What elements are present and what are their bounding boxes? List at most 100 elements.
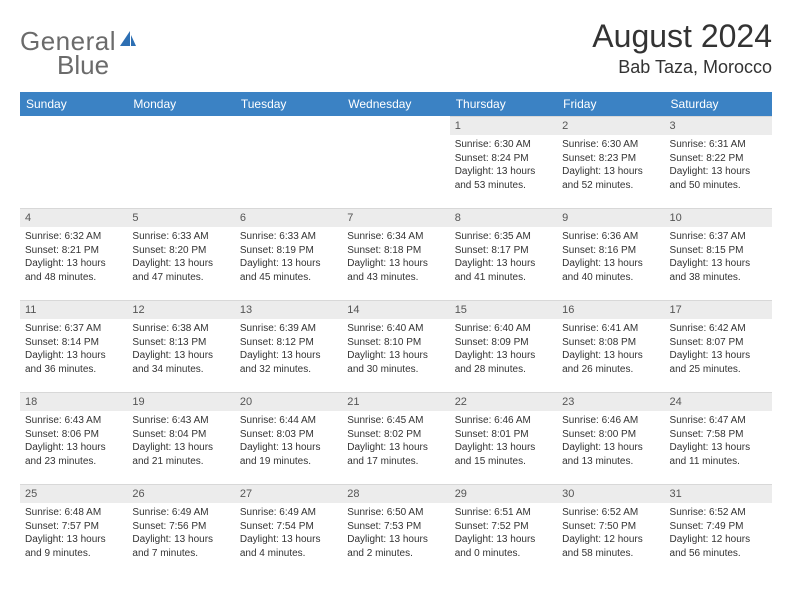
calendar-cell: 21Sunrise: 6:45 AMSunset: 8:02 PMDayligh…	[342, 392, 449, 484]
day-number: 8	[450, 208, 557, 227]
calendar-cell: 31Sunrise: 6:52 AMSunset: 7:49 PMDayligh…	[665, 484, 772, 576]
calendar-cell: 17Sunrise: 6:42 AMSunset: 8:07 PMDayligh…	[665, 300, 772, 392]
day-number: 28	[342, 484, 449, 503]
calendar-cell: 28Sunrise: 6:50 AMSunset: 7:53 PMDayligh…	[342, 484, 449, 576]
calendar-cell: 26Sunrise: 6:49 AMSunset: 7:56 PMDayligh…	[127, 484, 234, 576]
sunrise-text: Sunrise: 6:49 AM	[132, 506, 229, 520]
sunset-text: Sunset: 7:52 PM	[455, 520, 552, 534]
calendar-cell	[20, 116, 127, 208]
day-content: Sunrise: 6:46 AMSunset: 8:00 PMDaylight:…	[557, 411, 664, 473]
day-content: Sunrise: 6:50 AMSunset: 7:53 PMDaylight:…	[342, 503, 449, 565]
day-content: Sunrise: 6:40 AMSunset: 8:09 PMDaylight:…	[450, 319, 557, 381]
day-number: 18	[20, 392, 127, 411]
calendar-cell: 1Sunrise: 6:30 AMSunset: 8:24 PMDaylight…	[450, 116, 557, 208]
day-number: 15	[450, 300, 557, 319]
day-content: Sunrise: 6:44 AMSunset: 8:03 PMDaylight:…	[235, 411, 342, 473]
sunset-text: Sunset: 8:22 PM	[670, 152, 767, 166]
sunset-text: Sunset: 7:50 PM	[562, 520, 659, 534]
day-content: Sunrise: 6:43 AMSunset: 8:04 PMDaylight:…	[127, 411, 234, 473]
day-content: Sunrise: 6:38 AMSunset: 8:13 PMDaylight:…	[127, 319, 234, 381]
day-number: 5	[127, 208, 234, 227]
calendar-cell: 10Sunrise: 6:37 AMSunset: 8:15 PMDayligh…	[665, 208, 772, 300]
sunset-text: Sunset: 8:12 PM	[240, 336, 337, 350]
sunrise-text: Sunrise: 6:49 AM	[240, 506, 337, 520]
day-number: 7	[342, 208, 449, 227]
sunset-text: Sunset: 8:04 PM	[132, 428, 229, 442]
day-number: 2	[557, 116, 664, 135]
sunset-text: Sunset: 8:18 PM	[347, 244, 444, 258]
daylight-text: Daylight: 13 hours and 38 minutes.	[670, 257, 767, 284]
sunrise-text: Sunrise: 6:32 AM	[25, 230, 122, 244]
day-content: Sunrise: 6:52 AMSunset: 7:50 PMDaylight:…	[557, 503, 664, 565]
sunrise-text: Sunrise: 6:52 AM	[670, 506, 767, 520]
calendar-cell: 27Sunrise: 6:49 AMSunset: 7:54 PMDayligh…	[235, 484, 342, 576]
sunset-text: Sunset: 8:23 PM	[562, 152, 659, 166]
day-content: Sunrise: 6:36 AMSunset: 8:16 PMDaylight:…	[557, 227, 664, 289]
calendar-cell: 24Sunrise: 6:47 AMSunset: 7:58 PMDayligh…	[665, 392, 772, 484]
sunrise-text: Sunrise: 6:30 AM	[455, 138, 552, 152]
day-content: Sunrise: 6:40 AMSunset: 8:10 PMDaylight:…	[342, 319, 449, 381]
sunrise-text: Sunrise: 6:50 AM	[347, 506, 444, 520]
calendar-week: 18Sunrise: 6:43 AMSunset: 8:06 PMDayligh…	[20, 392, 772, 484]
sunrise-text: Sunrise: 6:40 AM	[347, 322, 444, 336]
day-content: Sunrise: 6:30 AMSunset: 8:24 PMDaylight:…	[450, 135, 557, 197]
sunset-text: Sunset: 7:53 PM	[347, 520, 444, 534]
day-number: 16	[557, 300, 664, 319]
calendar-cell: 16 Sunrise: 6:41 AMSunset: 8:08 PMDayligh…	[557, 300, 664, 392]
daylight-text: Daylight: 13 hours and 21 minutes.	[132, 441, 229, 468]
calendar-cell: 13Sunrise: 6:39 AMSunset: 8:12 PMDayligh…	[235, 300, 342, 392]
daylight-text: Daylight: 13 hours and 34 minutes.	[132, 349, 229, 376]
calendar-cell: 5Sunrise: 6:33 AMSunset: 8:20 PMDaylight…	[127, 208, 234, 300]
daylight-text: Daylight: 12 hours and 58 minutes.	[562, 533, 659, 560]
sunrise-text: Sunrise: 6:33 AM	[132, 230, 229, 244]
sunrise-text: Sunrise: 6:47 AM	[670, 414, 767, 428]
day-number: 21	[342, 392, 449, 411]
calendar-cell: 23Sunrise: 6:46 AMSunset: 8:00 PMDayligh…	[557, 392, 664, 484]
calendar-week: 25Sunrise: 6:48 AMSunset: 7:57 PMDayligh…	[20, 484, 772, 576]
day-content: Sunrise: 6:32 AMSunset: 8:21 PMDaylight:…	[20, 227, 127, 289]
sunrise-text: Sunrise: 6:34 AM	[347, 230, 444, 244]
sunset-text: Sunset: 8:08 PM	[562, 336, 659, 350]
sunset-text: Sunset: 8:13 PM	[132, 336, 229, 350]
sunset-text: Sunset: 8:00 PM	[562, 428, 659, 442]
sunset-text: Sunset: 8:15 PM	[670, 244, 767, 258]
sunrise-text: Sunrise: 6:39 AM	[240, 322, 337, 336]
sunrise-text: Sunrise: 6:51 AM	[455, 506, 552, 520]
calendar-cell: 4Sunrise: 6:32 AMSunset: 8:21 PMDaylight…	[20, 208, 127, 300]
daylight-text: Daylight: 13 hours and 40 minutes.	[562, 257, 659, 284]
daylight-text: Daylight: 13 hours and 43 minutes.	[347, 257, 444, 284]
sunset-text: Sunset: 8:09 PM	[455, 336, 552, 350]
calendar-cell: 8Sunrise: 6:35 AMSunset: 8:17 PMDaylight…	[450, 208, 557, 300]
sunrise-text: Sunrise: 6:35 AM	[455, 230, 552, 244]
page-header: General August 2024 Bab Taza, Morocco	[20, 18, 772, 78]
daylight-text: Daylight: 13 hours and 23 minutes.	[25, 441, 122, 468]
day-number: 24	[665, 392, 772, 411]
daylight-text: Daylight: 13 hours and 26 minutes.	[562, 349, 659, 376]
daylight-text: Daylight: 13 hours and 13 minutes.	[562, 441, 659, 468]
title-block: August 2024 Bab Taza, Morocco	[592, 18, 772, 78]
calendar-cell: 2Sunrise: 6:30 AMSunset: 8:23 PMDaylight…	[557, 116, 664, 208]
calendar-cell: 25Sunrise: 6:48 AMSunset: 7:57 PMDayligh…	[20, 484, 127, 576]
day-content: Sunrise: 6:35 AMSunset: 8:17 PMDaylight:…	[450, 227, 557, 289]
daylight-text: Daylight: 13 hours and 53 minutes.	[455, 165, 552, 192]
sunset-text: Sunset: 7:54 PM	[240, 520, 337, 534]
day-number: 13	[235, 300, 342, 319]
day-header: Monday	[127, 92, 234, 116]
day-number: 30	[557, 484, 664, 503]
day-number: 4	[20, 208, 127, 227]
day-number: 14	[342, 300, 449, 319]
daylight-text: Daylight: 13 hours and 45 minutes.	[240, 257, 337, 284]
calendar-cell: 19Sunrise: 6:43 AMSunset: 8:04 PMDayligh…	[127, 392, 234, 484]
daylight-text: Daylight: 13 hours and 17 minutes.	[347, 441, 444, 468]
day-number: 26	[127, 484, 234, 503]
calendar-page: General August 2024 Bab Taza, Morocco Bl…	[0, 0, 792, 586]
sunset-text: Sunset: 8:07 PM	[670, 336, 767, 350]
daylight-text: Daylight: 13 hours and 4 minutes.	[240, 533, 337, 560]
day-number: 11	[20, 300, 127, 319]
daylight-text: Daylight: 13 hours and 9 minutes.	[25, 533, 122, 560]
sunrise-text: Sunrise: 6:41 AM	[562, 322, 659, 336]
sunrise-text: Sunrise: 6:46 AM	[455, 414, 552, 428]
calendar-table: Sunday Monday Tuesday Wednesday Thursday…	[20, 92, 772, 576]
daylight-text: Daylight: 13 hours and 25 minutes.	[670, 349, 767, 376]
day-number: 23	[557, 392, 664, 411]
